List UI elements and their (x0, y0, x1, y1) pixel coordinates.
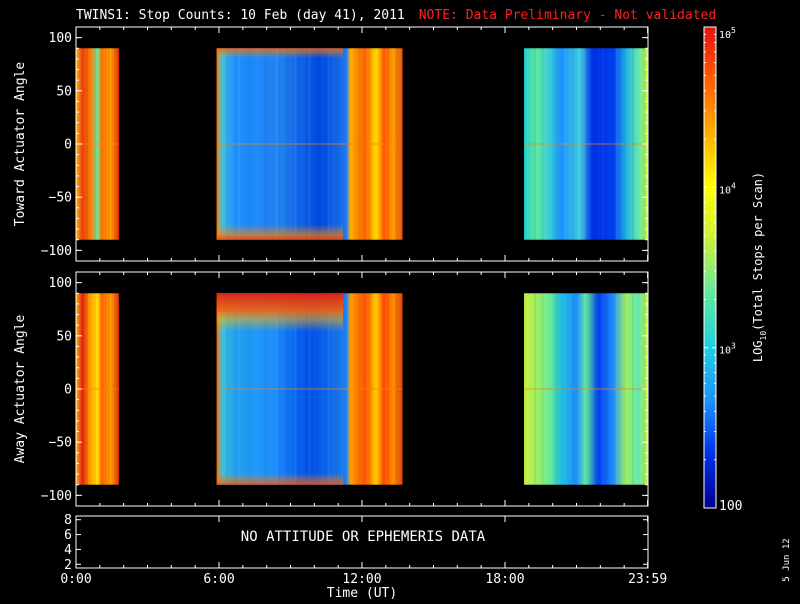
y-tick-label: −50 (49, 436, 72, 451)
x-tick-label: 18:00 (485, 572, 524, 587)
no-data-message: NO ATTITUDE OR EPHEMERIS DATA (241, 529, 486, 545)
edge-overlay (216, 48, 344, 240)
x-tick-label: 0:00 (60, 572, 91, 587)
eph-y-tick-label: 6 (64, 528, 72, 543)
x-tick-label: 12:00 (342, 572, 381, 587)
title-main: TWINS1: Stop Counts: 10 Feb (day 41), 20… (76, 8, 405, 23)
x-tick-label: 23:59 (628, 572, 667, 587)
data-segment-3 (524, 293, 648, 485)
data-segment-3 (524, 48, 648, 240)
y-tick-label: 100 (49, 31, 72, 46)
y-tick-label: 50 (56, 329, 72, 344)
y-tick-label: −100 (41, 244, 72, 259)
data-segment-1 (76, 293, 119, 485)
colorbar: 105 104 103 100 LOG10(Total Stops per Scan) (703, 26, 768, 514)
title-note: NOTE: Data Preliminary - Not validated (418, 8, 717, 23)
x-tick-label: 6:00 (203, 572, 234, 587)
colorbar-tick-label: 104 (719, 181, 736, 196)
y-tick-label: −50 (49, 191, 72, 206)
y-tick-label: 100 (49, 276, 72, 291)
plot-title: TWINS1: Stop Counts: 10 Feb (day 41), 20… (76, 8, 716, 23)
y-tick-label: −100 (41, 489, 72, 504)
colorbar-tick-label: 105 (719, 26, 736, 41)
colorbar-gradient (703, 26, 717, 509)
heatmap-panel-toward: 100 50 0 −50 −100 Toward Actuator Angle (13, 26, 649, 262)
edge-overlay (216, 293, 344, 485)
y-tick-label: 50 (56, 84, 72, 99)
y-axis-label: Toward Actuator Angle (13, 62, 28, 227)
y-tick-label: 0 (64, 383, 72, 398)
data-segment-1 (76, 48, 119, 240)
x-axis-label: Time (UT) (327, 586, 397, 600)
y-axis-label: Away Actuator Angle (13, 314, 28, 463)
heatmap-panel-away: 100 50 0 −50 −100 Away Actuator Angle (13, 271, 649, 507)
colorbar-label: LOG10(Total Stops per Scan) (751, 172, 768, 362)
date-stamp: 5 Jun 12 (782, 538, 792, 581)
y-tick-label: 0 (64, 138, 72, 153)
eph-y-tick-label: 4 (64, 543, 72, 558)
colorbar-tick-label: 103 (719, 342, 736, 357)
eph-y-tick-label: 8 (64, 513, 72, 528)
eph-y-tick-label: 2 (64, 558, 72, 573)
colorbar-tick-label: 100 (719, 499, 742, 514)
